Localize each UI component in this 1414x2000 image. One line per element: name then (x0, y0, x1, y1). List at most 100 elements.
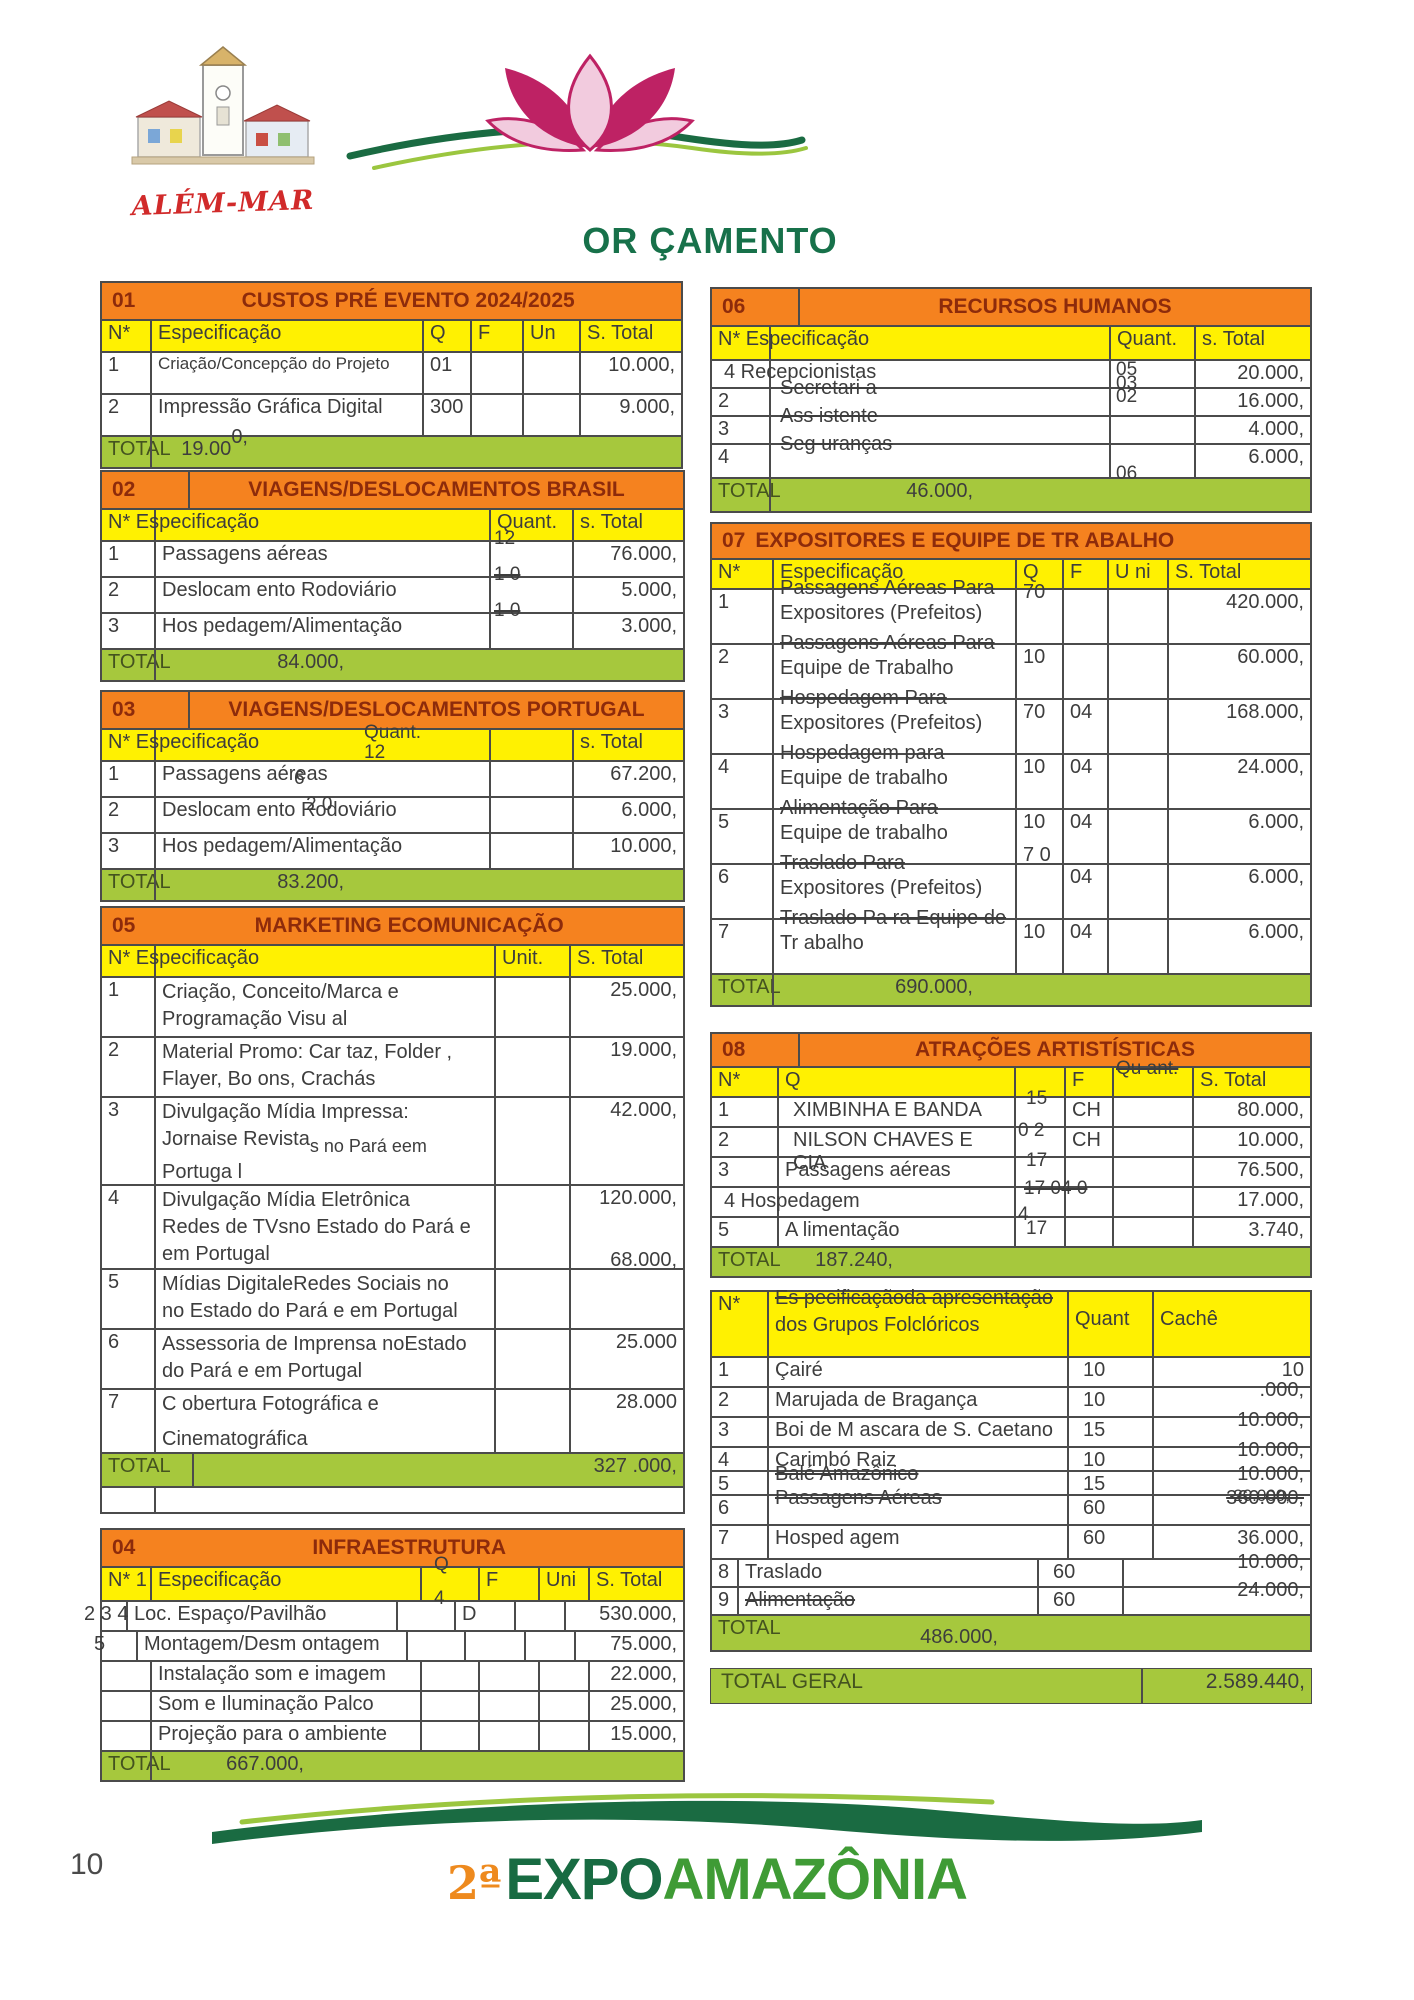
table-title: RECURSOS HUMANOS (938, 295, 1172, 318)
table-row: 5 Alimentação Para Equipe de trabalho 10 7 0… (712, 797, 1310, 866)
num-cell: 2 (718, 1129, 730, 1151)
quant-overlay: 06 (1116, 463, 1138, 484)
total-cell: 68.000, (569, 1249, 683, 1328)
table-title: EXPOSITORES E EQUIPE DE TR ABALHO (755, 529, 1175, 552)
header-cell: Cachê (1152, 1292, 1310, 1356)
total-row: TOTAL 690.000, (712, 973, 1310, 1005)
spec-cell: Passagens aéreas (154, 542, 489, 576)
table-row: 3 Hos pedagem/Alimentação 10.000, (102, 832, 683, 868)
total-cell: 6.000, (1194, 445, 1310, 477)
num-cell: 6 (108, 1331, 120, 1353)
header-cell: F (1064, 1068, 1112, 1096)
total-cell: 20.000, (1194, 361, 1310, 387)
table-code: 01 (112, 289, 136, 312)
total-value: 667.000, (150, 1752, 310, 1780)
table-header-row: N* Especificação Quant. s. Total (712, 325, 1310, 359)
header-cell: Uni (538, 1568, 588, 1600)
total-label: TOTAL (718, 1249, 781, 1271)
table-infraestrutura: 04 INFRAESTRUTURA N* 1 Especificação F Uni S.… (84, 1528, 685, 1782)
spec-cell: Passagens aéreas (154, 762, 489, 796)
spec-cell: Montagem/Desm ontagem (136, 1632, 406, 1660)
table-title-bar: 06 RECURSOS HUMANOS (712, 289, 1310, 325)
table-title-bar: 07 EXPOSITORES E EQUIPE DE TR ABALHO (712, 524, 1310, 558)
table-title-bar: 03 VIAGENS/DESLOCAMENTOS PORTUGAL (102, 692, 683, 728)
q-cell: 01 (422, 353, 470, 393)
table-row: Instalação som e imagem 22.000, (102, 1660, 683, 1690)
quant-header-overlay: Quant. (364, 722, 422, 743)
table-row: 1 Passagens aéreas 76.000, (102, 540, 683, 576)
f-cell: CH (1064, 1098, 1112, 1126)
table-header-row: N* Especificação Q F U ni S. Total (712, 558, 1310, 588)
q-overlay: 4 (1018, 1204, 1029, 1225)
total-geral-label: TOTAL GERAL (721, 1670, 863, 1693)
table-row: 2 Deslocam ento Rodoviário 5.000, (102, 576, 683, 612)
total-cell: 75.000, (574, 1632, 683, 1660)
spec-cell: Passagens aéreas (777, 1158, 1014, 1186)
lotus-logo-icon (346, 53, 808, 170)
spec-overlay: Secretari a (780, 377, 877, 399)
num-cell: 3 (108, 835, 120, 857)
num-cell: 3 (108, 615, 120, 637)
num-cell: 1 (718, 1099, 730, 1121)
table-row: 2 Marujada de Bragança 10.000, (712, 1379, 1310, 1416)
spec-overlay: Ass istente (780, 405, 878, 427)
q-overlay: 4 (434, 1588, 445, 1609)
table-row: 4 Divulgação Mídia Eletrônica Redes de TVs… (102, 1184, 683, 1268)
total-cell: 5.000, (572, 578, 683, 612)
total-cell: 15.000, (588, 1722, 683, 1750)
total-cell: 16.000, (1194, 389, 1310, 415)
header-cell: N* 1 (108, 1569, 147, 1591)
header-cell: F (470, 321, 522, 351)
total-row: TOTAL 46.000, (712, 477, 1310, 511)
spec-cell: XIMBINHA E BANDA (777, 1098, 1014, 1126)
table-row: 2 NILSON CHAVES E CIA CH 10.000, (712, 1126, 1310, 1174)
logo-prefix: 2ª (446, 1856, 502, 1910)
quant-overlay: 12 (364, 742, 386, 763)
num-cell: 5 (108, 1271, 120, 1293)
total-geral-value: 2.589.440, (1141, 1669, 1311, 1703)
num-cell: 1 (108, 979, 120, 1001)
total-cell: 42.000, (569, 1098, 683, 1184)
total-geral-bar: TOTAL GERAL 2.589.440, (710, 1668, 1312, 1704)
num-cell: 1 (108, 763, 120, 785)
spec-cell: NILSON CHAVES E CIA (777, 1128, 1014, 1174)
table-row: 5 A limentação 3.740, (712, 1216, 1310, 1246)
header-cell: s. Total (572, 510, 683, 540)
table-grupos-folcloricos: N* Es pecificaçãoda apresentação dos Grup… (710, 1287, 1312, 1652)
table-row: 7 Hosped agem 60 36.000, (712, 1524, 1310, 1558)
total-row: TOTAL 83.200, (102, 868, 683, 900)
quant-overlay: 03 (1116, 373, 1138, 394)
table-atracoes: 08 ATRAÇÕES ARTISTÍSTICAS N* Q F S. Total 1 X… (710, 1032, 1312, 1278)
total-cell: 25.000, (588, 1692, 683, 1720)
quant-overlay: 6 (294, 768, 305, 789)
total-value: 187.240, (815, 1249, 893, 1271)
footer-swoosh-icon (212, 1793, 1202, 1844)
table-marketing: 05 MARKETING ECOMUNICAÇÃO N* Especificaçã… (100, 906, 685, 1514)
table-row: 1 Çairé 10 10 (712, 1356, 1310, 1386)
header-cell: N* Especificação (718, 328, 870, 350)
quant-overlay: 02 (1116, 386, 1138, 407)
q-overlay: 17 (1026, 1150, 1048, 1171)
table-row: 4 Hospedagem para Equipe de trabalho 10 04 24… (712, 742, 1310, 808)
header-cell: Quant. (1109, 327, 1194, 359)
table-row: 2 3 4 Loc. Espaço/Pavilhão D 530.000, (84, 1600, 683, 1630)
table-custos-pre-evento: 01 CUSTOS PRÉ EVENTO 2024/2025 N* Especifi… (100, 281, 683, 469)
total-label: TOTAL (108, 651, 171, 673)
header-cell: N* (718, 1069, 741, 1091)
total-row: TOTAL 187.240, (712, 1246, 1310, 1276)
table-title: VIAGENS/DESLOCAMENTOS PORTUGAL (228, 698, 645, 721)
total-cell: 25.000 (569, 1330, 683, 1388)
total-value: 46.000, (769, 479, 979, 511)
table-row: 2 Passagens Aéreas Para Equipe de Trabalho… (712, 632, 1310, 698)
ghost-value-overlay: 20.000, (1233, 1486, 1290, 1505)
table-viagens-portugal: 03 VIAGENS/DESLOCAMENTOS PORTUGAL N* Espe… (100, 690, 685, 902)
total-row: TOTAL 486.000, (712, 1614, 1310, 1650)
table-code: 06 (722, 295, 746, 318)
num-cell: 4 (718, 446, 730, 468)
total-cell: 28.000 (569, 1390, 683, 1452)
total-label: TOTAL (108, 438, 171, 460)
table-row: 2 Material Promo: Car taz, Folder , Flayer… (102, 1036, 683, 1096)
total-cell: 17.000, (1192, 1188, 1310, 1216)
quant-overlay: 1 0 (494, 564, 521, 585)
